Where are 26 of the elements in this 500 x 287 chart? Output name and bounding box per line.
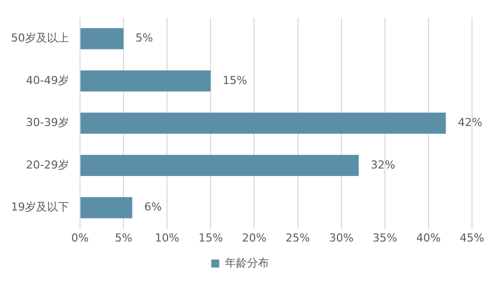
y-tick-label: 40-49岁: [26, 74, 69, 87]
y-tick-label: 19岁及以下: [10, 200, 69, 214]
x-tick-label: 30%: [329, 231, 354, 244]
x-tick-label: 35%: [372, 231, 398, 244]
x-tick-label: 40%: [416, 231, 441, 244]
x-tick-label: 20%: [242, 231, 266, 244]
y-tick-label: 30-39岁: [26, 116, 69, 130]
x-tick-label: 10%: [154, 231, 180, 244]
bar: [80, 112, 446, 134]
y-tick-label: 50岁及以上: [10, 32, 69, 45]
y-tick-label: 20-29岁: [26, 158, 69, 172]
bar: [80, 70, 211, 92]
bar: [80, 28, 124, 50]
text: 32%: [370, 158, 396, 172]
x-tick-label: 45%: [460, 231, 484, 244]
x-tick-label: 25%: [286, 231, 310, 244]
bar: [80, 154, 359, 176]
x-tick-label: 15%: [198, 231, 223, 244]
x-tick-label: 5%: [114, 231, 132, 244]
legend-label: 年龄分布: [224, 256, 269, 270]
text: 42%: [458, 116, 482, 130]
text: 6%: [144, 200, 162, 214]
bar: [80, 197, 132, 218]
x-tick-label: 0%: [71, 231, 89, 244]
text: 15%: [222, 74, 248, 87]
text: 5%: [136, 32, 154, 45]
